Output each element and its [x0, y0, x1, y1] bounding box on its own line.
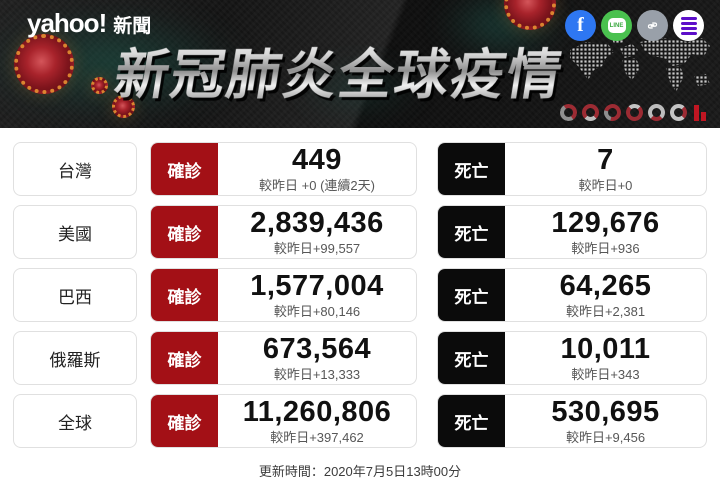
- region-label: 全球: [13, 394, 137, 448]
- update-time: 更新時間：2020年7月5日13時00分: [258, 464, 462, 479]
- yahoo-logo-text: yahoo!: [27, 8, 107, 38]
- coronavirus-image: [14, 34, 74, 94]
- deaths-count: 530,695: [551, 395, 660, 428]
- confirmed-count: 673,564: [262, 332, 372, 365]
- line-icon: LINE: [607, 18, 626, 33]
- stats-panel: 台灣 確診 449 較昨日 +0 (連續2天) 死亡 7 較昨日+0 美國 確診…: [0, 128, 720, 480]
- coronavirus-image-small: [91, 77, 108, 94]
- confirmed-stat-card: 確診 673,564 較昨日+13,333: [150, 331, 417, 385]
- deaths-count: 10,011: [560, 332, 651, 365]
- decorative-rings: [558, 100, 706, 125]
- confirmed-delta: 較昨日+99,557: [273, 240, 361, 256]
- social-share-bar: f LINE: [565, 10, 704, 41]
- confirmed-count: 2,839,436: [250, 206, 384, 239]
- confirmed-stat-card: 確診 449 較昨日 +0 (連續2天): [150, 142, 417, 196]
- ring-graphic: [600, 100, 625, 125]
- confirmed-delta: 較昨日+80,146: [273, 303, 361, 319]
- deaths-delta: 較昨日+936: [571, 240, 640, 256]
- deaths-delta: 較昨日+343: [571, 366, 640, 382]
- confirmed-delta: 較昨日+397,462: [270, 429, 364, 445]
- deaths-badge: 死亡: [438, 206, 505, 258]
- ring-graphic: [558, 102, 579, 123]
- deaths-badge: 死亡: [438, 332, 505, 384]
- yahoo-news-logo[interactable]: yahoo! 新聞: [27, 8, 151, 39]
- confirmed-badge: 確診: [151, 143, 218, 195]
- confirmed-badge: 確診: [151, 332, 218, 384]
- deaths-badge: 死亡: [438, 269, 505, 321]
- deaths-stat-card: 死亡 64,265 較昨日+2,381: [437, 268, 707, 322]
- teal-smoke-texture: [295, 58, 425, 120]
- menu-button[interactable]: [673, 10, 704, 41]
- ring-graphic: [670, 104, 687, 121]
- confirmed-delta: 較昨日+13,333: [273, 366, 361, 382]
- stat-row-usa: 美國 確診 2,839,436 較昨日+99,557 死亡 129,676 較昨…: [13, 205, 707, 259]
- confirmed-delta: 較昨日 +0 (連續2天): [259, 177, 375, 193]
- coronavirus-image-small: [112, 95, 135, 118]
- ring-graphic: [582, 104, 599, 121]
- stat-row-russia: 俄羅斯 確診 673,564 較昨日+13,333 死亡 10,011 較昨日+…: [13, 331, 707, 385]
- deaths-count: 64,265: [559, 269, 652, 302]
- confirmed-badge: 確診: [151, 269, 218, 321]
- deaths-stat-card: 死亡 530,695 較昨日+9,456: [437, 394, 707, 448]
- region-label: 美國: [13, 205, 137, 259]
- deaths-stat-card: 死亡 129,676 較昨日+936: [437, 205, 707, 259]
- confirmed-stat-card: 確診 2,839,436 較昨日+99,557: [150, 205, 417, 259]
- line-share-button[interactable]: LINE: [601, 10, 632, 41]
- deaths-delta: 較昨日+0: [578, 177, 633, 193]
- deaths-badge: 死亡: [438, 143, 505, 195]
- header-banner: yahoo! 新聞 新冠肺炎全球疫情 f LINE: [0, 0, 720, 128]
- deaths-badge: 死亡: [438, 395, 505, 447]
- ring-graphic: [626, 104, 643, 121]
- confirmed-count: 1,577,004: [250, 269, 384, 302]
- confirmed-count: 11,260,806: [242, 395, 392, 428]
- stat-row-taiwan: 台灣 確診 449 較昨日 +0 (連續2天) 死亡 7 較昨日+0: [13, 142, 707, 196]
- confirmed-count: 449: [292, 143, 342, 176]
- news-logo-text: 新聞: [113, 16, 152, 37]
- confirmed-stat-card: 確診 1,577,004 較昨日+80,146: [150, 268, 417, 322]
- stat-row-brazil: 巴西 確診 1,577,004 較昨日+80,146 死亡 64,265 較昨日…: [13, 268, 707, 322]
- stat-row-global: 全球 確診 11,260,806 較昨日+397,462 死亡 530,695 …: [13, 394, 707, 448]
- bar-chart-icon: [694, 105, 706, 121]
- deaths-stat-card: 死亡 7 較昨日+0: [437, 142, 707, 196]
- confirmed-stat-card: 確診 11,260,806 較昨日+397,462: [150, 394, 417, 448]
- deaths-delta: 較昨日+2,381: [565, 303, 646, 319]
- region-label: 巴西: [13, 268, 137, 322]
- region-label: 台灣: [13, 142, 137, 196]
- deaths-stat-card: 死亡 10,011 較昨日+343: [437, 331, 707, 385]
- copy-link-button[interactable]: [637, 10, 668, 41]
- page-title: 新冠肺炎全球疫情: [110, 30, 571, 109]
- facebook-share-button[interactable]: f: [565, 10, 596, 41]
- deaths-count: 129,676: [551, 206, 660, 239]
- link-icon: [647, 22, 658, 29]
- ring-graphic: [648, 104, 665, 121]
- confirmed-badge: 確診: [151, 206, 218, 258]
- facebook-icon: f: [577, 14, 584, 36]
- deaths-count: 7: [597, 143, 614, 176]
- confirmed-badge: 確診: [151, 395, 218, 447]
- region-label: 俄羅斯: [13, 331, 137, 385]
- deaths-delta: 較昨日+9,456: [565, 429, 646, 445]
- hamburger-menu-icon: [680, 16, 697, 20]
- world-map-graphic: [570, 36, 710, 92]
